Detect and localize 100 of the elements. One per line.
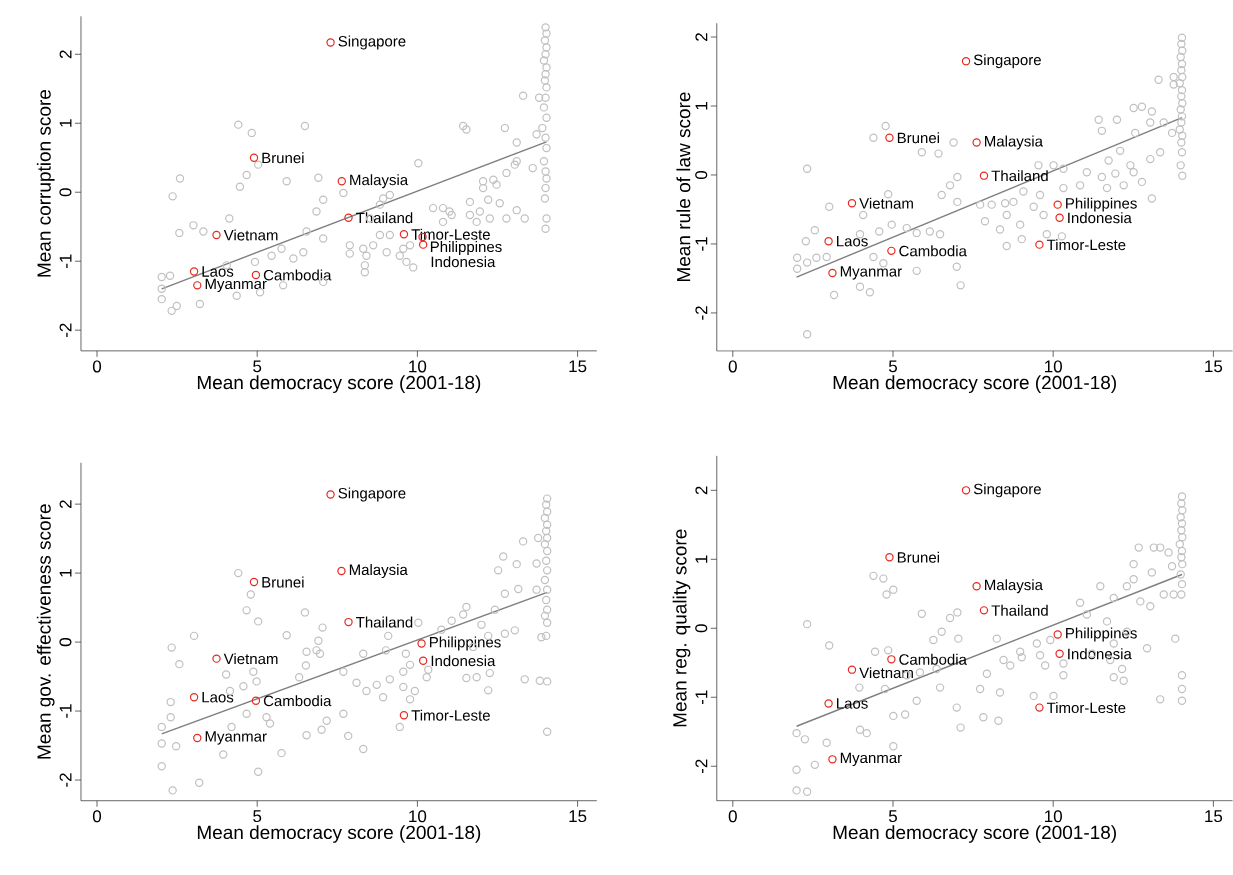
- point: [1035, 703, 1044, 712]
- annotation: Laos: [202, 266, 234, 277]
- point: [212, 230, 221, 240]
- y-tick-label: -1: [59, 254, 72, 269]
- y-tick-label: 0: [59, 638, 72, 647]
- point: [399, 230, 409, 239]
- x-tick-label: 0: [728, 810, 737, 823]
- point: [972, 138, 981, 147]
- point: [824, 237, 833, 246]
- point: [251, 696, 261, 706]
- x-tick-label: 0: [92, 810, 102, 823]
- annotation: Malaysia: [349, 564, 408, 579]
- point: [212, 654, 221, 663]
- annotation: Brunei: [262, 152, 304, 164]
- point: [1055, 213, 1064, 223]
- y-tick-label: 2: [695, 486, 708, 495]
- annotation: Indonesia: [431, 256, 496, 268]
- x-tick-label: 15: [569, 810, 587, 823]
- point: [887, 655, 896, 664]
- annotation: Cambodia: [899, 653, 967, 665]
- point: [418, 656, 428, 666]
- point: [1053, 630, 1062, 639]
- annotation: Thailand: [991, 170, 1048, 182]
- point: [887, 246, 896, 256]
- annotation: Laos: [837, 236, 868, 247]
- y-tick-label: 1: [59, 119, 72, 127]
- point: [885, 133, 894, 143]
- annotation: Indonesia: [1068, 648, 1132, 660]
- x-axis-title: Mean democracy score (2001-18): [833, 825, 1116, 843]
- annotation: Singapore: [973, 54, 1041, 69]
- annotation: Timor-Leste: [1046, 239, 1126, 251]
- point: [1053, 200, 1062, 209]
- point: [961, 57, 971, 66]
- annotation: Vietnam: [223, 229, 278, 241]
- x-tick-label: 10: [409, 360, 427, 373]
- point: [847, 199, 857, 208]
- annotation: Timor-Leste: [411, 709, 490, 721]
- x-tick-label: 10: [409, 810, 427, 823]
- annotation: Singapore: [338, 35, 406, 50]
- annotation: Cambodia: [899, 245, 967, 257]
- annotation: Vietnam: [859, 667, 913, 679]
- y-tick-label: 0: [695, 624, 708, 633]
- annotation: Timor-Leste: [1046, 702, 1126, 714]
- y-tick-label: -2: [695, 306, 708, 320]
- x-axis-title: Mean democracy score (2001-18): [197, 375, 481, 394]
- annotation: Philippines: [430, 241, 502, 256]
- annotation: Philippines: [429, 636, 501, 651]
- y-tick-label: 0: [695, 171, 708, 180]
- annotation: Laos: [837, 698, 868, 709]
- y-tick-label: 2: [59, 500, 72, 509]
- annotation: Vietnam: [223, 653, 278, 665]
- y-tick-label: 1: [695, 102, 708, 110]
- point: [885, 553, 894, 562]
- annotation: Cambodia: [263, 695, 332, 707]
- point: [189, 267, 199, 276]
- point: [418, 240, 428, 249]
- annotation: Malaysia: [985, 135, 1043, 150]
- x-tick-label: 5: [253, 360, 262, 373]
- point: [344, 618, 353, 627]
- annotation: Thailand: [356, 616, 413, 628]
- annotation: Myanmar: [840, 266, 902, 280]
- point: [249, 578, 259, 587]
- point: [1055, 649, 1064, 659]
- point: [337, 566, 346, 576]
- point: [417, 639, 426, 648]
- point: [847, 665, 857, 675]
- point: [979, 606, 989, 615]
- point: [399, 711, 409, 720]
- x-tick-label: 15: [1205, 360, 1223, 373]
- annotation: Timor-Leste: [411, 228, 490, 240]
- annotation: Myanmar: [205, 731, 267, 745]
- y-axis-title: Mean gov. effectiveness score: [36, 504, 55, 759]
- point: [972, 582, 981, 591]
- point: [326, 38, 335, 47]
- annotation: Singapore: [338, 487, 406, 502]
- annotation: Myanmar: [840, 752, 902, 767]
- point: [337, 177, 346, 186]
- annotation: Philippines: [1066, 197, 1137, 212]
- point: [344, 213, 353, 223]
- x-axis-title: Mean democracy score (2001-18): [833, 375, 1116, 394]
- point: [824, 699, 833, 708]
- annotation: Vietnam: [859, 197, 913, 209]
- point: [326, 490, 335, 499]
- x-tick-label: 10: [1045, 810, 1062, 823]
- y-tick-label: 1: [59, 569, 72, 577]
- y-axis-title: Mean reg. quality score: [672, 529, 691, 727]
- y-tick-label: 2: [59, 50, 72, 59]
- x-tick-label: 5: [888, 360, 897, 373]
- annotation: Indonesia: [1068, 212, 1132, 224]
- point: [249, 153, 259, 163]
- annotation: Thailand: [356, 212, 413, 224]
- x-tick-label: 5: [253, 810, 262, 823]
- annotation: Indonesia: [431, 655, 496, 667]
- x-tick-label: 5: [888, 810, 897, 823]
- y-tick-label: -1: [695, 237, 708, 251]
- x-tick-label: 15: [569, 360, 587, 373]
- x-axis-title: Mean democracy score (2001-18): [197, 825, 481, 843]
- point: [193, 733, 202, 743]
- annotation: Malaysia: [350, 174, 409, 189]
- y-tick-label: -1: [695, 690, 708, 705]
